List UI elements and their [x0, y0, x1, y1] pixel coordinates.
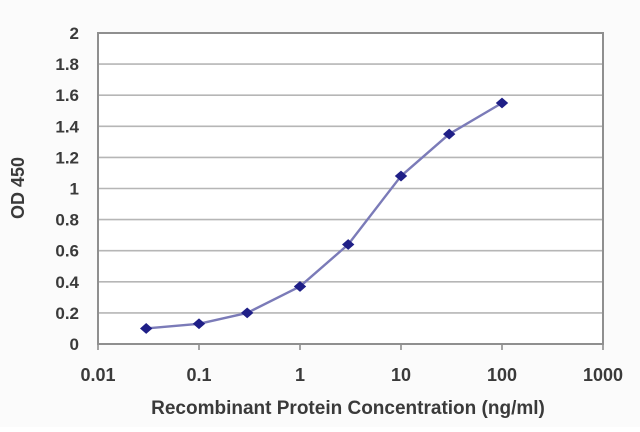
- y-tick-label: 0: [70, 335, 79, 354]
- x-tick-label: 0.1: [186, 365, 211, 385]
- y-tick-label: 1: [70, 180, 79, 199]
- series-line: [144, 101, 504, 330]
- data-point-marker: [442, 128, 456, 140]
- y-axis-title: OD 450: [8, 157, 28, 219]
- y-tick-label: 1.4: [55, 117, 79, 136]
- data-point-marker: [495, 97, 509, 109]
- plot-border: [97, 32, 604, 345]
- x-axis-title: Recombinant Protein Concentration (ng/ml…: [151, 398, 545, 419]
- axes-layer: 0 0.2 0.4 0.6 0.8 1 1.2 1.4 1.6 1.8 2 0.01 0.1 1 10 100…: [55, 24, 623, 385]
- data-point-marker: [341, 239, 355, 250]
- series-layer: [139, 97, 509, 334]
- y-tick-label: 0.8: [55, 211, 79, 230]
- y-tick-label: 0.4: [55, 273, 79, 292]
- y-tick-label: 2: [70, 24, 79, 43]
- data-point-marker: [139, 323, 153, 334]
- x-tick-label: 10: [391, 365, 411, 385]
- data-point-marker: [394, 170, 408, 182]
- y-tick-label: 1.6: [55, 86, 79, 105]
- data-point-marker: [192, 318, 206, 330]
- data-point-marker: [293, 281, 307, 292]
- axis-titles-layer: OD 450 Recombinant Protein Concentration…: [8, 157, 545, 419]
- x-tick-label: 1: [295, 365, 305, 385]
- y-tick-label: 0.6: [55, 242, 79, 261]
- x-tick-label: 0.01: [80, 365, 115, 385]
- x-tick-label: 1000: [583, 365, 623, 385]
- x-tick-label: 100: [487, 365, 517, 385]
- data-point-marker: [240, 307, 254, 319]
- y-tick-label: 0.2: [55, 304, 79, 323]
- gridlines-layer: [98, 63, 603, 314]
- y-tick-label: 1.2: [55, 148, 79, 167]
- y-tick-label: 1.8: [55, 55, 79, 74]
